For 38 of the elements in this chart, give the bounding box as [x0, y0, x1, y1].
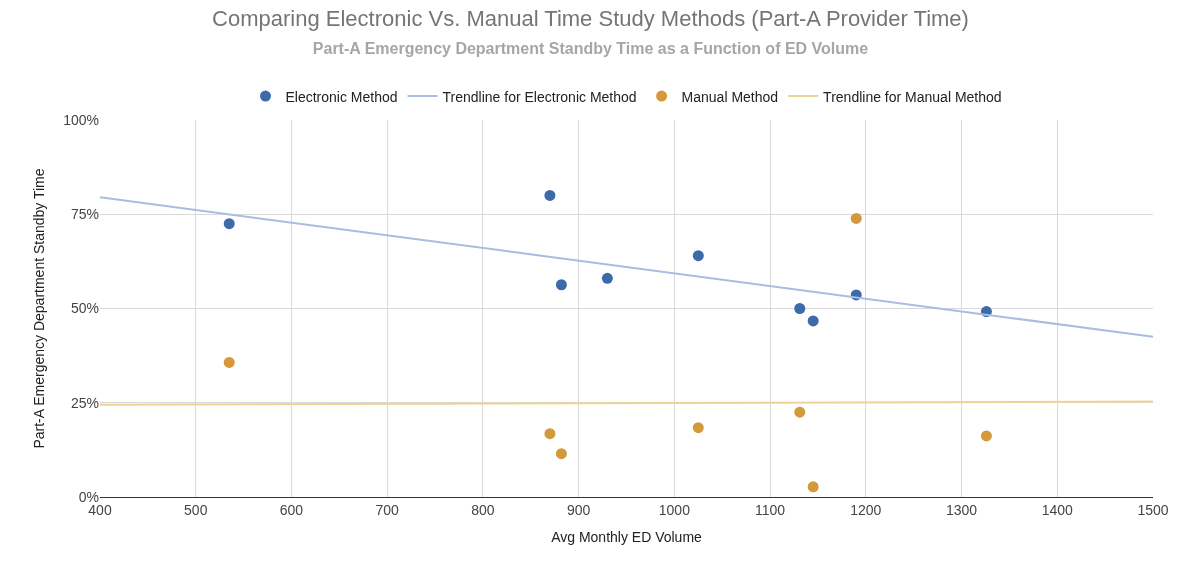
legend-label: Trendline for Manual Method — [823, 88, 1002, 105]
chart-subtitle: Part-A Emergency Department Standby Time as a Function of ED Volume — [312, 40, 869, 58]
point — [794, 303, 806, 314]
legend-label: Manual Method — [681, 88, 779, 105]
y-axis-title: Part-A Emergency Department Standby Time — [30, 168, 47, 449]
y-tick-label: 25% — [70, 394, 99, 411]
x-tick-label: 1200 — [850, 501, 882, 518]
chart-title: Comparing Electronic Vs. Manual Time Study Methods (Part-A Provider Time) — [212, 5, 969, 31]
point — [794, 406, 806, 418]
point — [223, 356, 235, 368]
point — [850, 212, 862, 224]
point — [692, 422, 704, 434]
x-tick-label: 1000 — [658, 501, 691, 518]
x-tick-label: 1500 — [1137, 501, 1169, 518]
y-tick-label: 75% — [70, 206, 99, 223]
x-tick-label: 700 — [375, 501, 400, 518]
point — [555, 448, 567, 460]
x-tick-label: 1400 — [1041, 501, 1074, 518]
x-axis-title: Avg Monthly ED Volume — [551, 529, 703, 546]
point — [807, 481, 819, 493]
x-tick-label: 600 — [279, 501, 304, 518]
point — [601, 272, 613, 284]
x-tick-label: 500 — [184, 501, 208, 518]
y-tick-label: 50% — [70, 300, 99, 317]
x-tick-label: 900 — [566, 501, 591, 518]
point — [807, 315, 819, 327]
point — [980, 430, 992, 442]
x-tick-label: 800 — [471, 501, 495, 518]
legend-label: Trendline for Electronic Method — [442, 88, 637, 105]
point — [544, 189, 556, 201]
y-tick-label: 100% — [63, 111, 99, 128]
point — [555, 279, 567, 291]
point — [223, 218, 235, 230]
x-tick-label: 1100 — [755, 501, 786, 518]
x-tick-label: 1300 — [945, 501, 978, 518]
point — [544, 428, 556, 440]
point — [692, 250, 704, 262]
legend-label: Electronic Method — [285, 88, 398, 105]
